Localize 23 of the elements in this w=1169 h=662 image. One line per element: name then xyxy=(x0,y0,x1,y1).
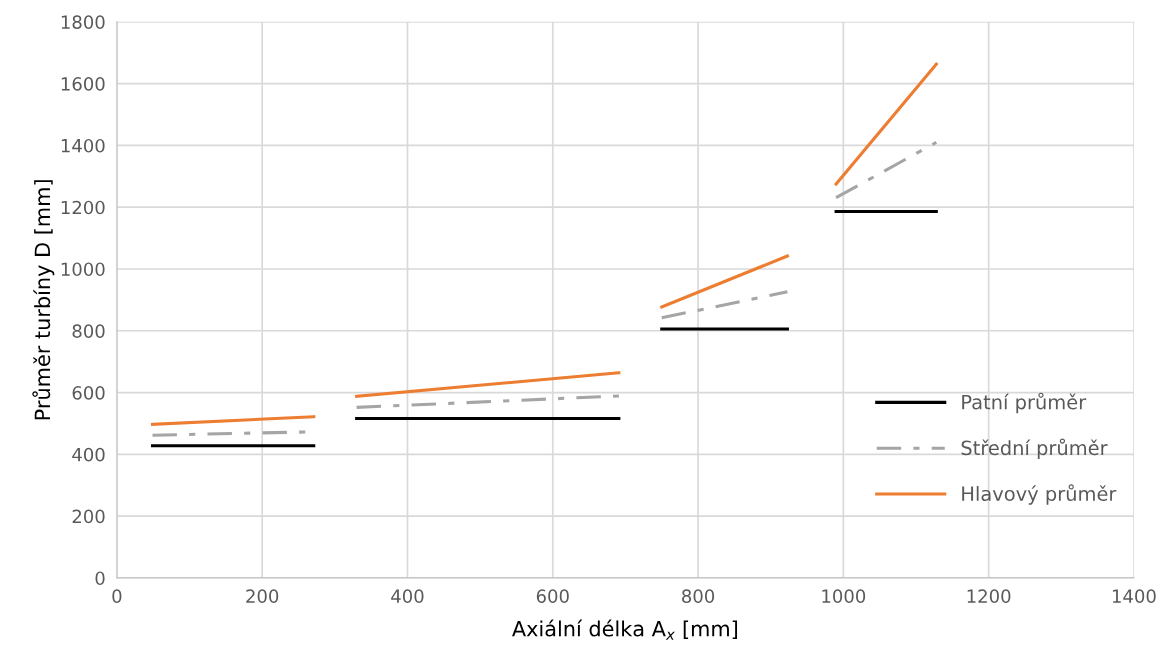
y-tick-label: 1200 xyxy=(61,200,105,215)
x-tick-label: 1400 xyxy=(1112,589,1156,604)
x-tick-label: 800 xyxy=(682,589,715,604)
y-tick-label: 0 xyxy=(95,571,105,586)
y-axis-title: Průměr turbíny D [mm] xyxy=(32,180,55,420)
y-tick-label: 800 xyxy=(72,324,105,338)
x-tick-label: 600 xyxy=(536,589,569,604)
x-tick-label: 200 xyxy=(246,589,279,604)
legend-label: Patní průměr xyxy=(962,392,1087,414)
y-tick-label: 200 xyxy=(72,509,105,524)
x-tick-label: 0 xyxy=(112,589,122,604)
y-tick-label: 400 xyxy=(72,447,105,462)
y-tick-label: 600 xyxy=(72,386,105,400)
y-tick-label: 1800 xyxy=(61,15,105,29)
legend-label: Hlavový průměr xyxy=(962,484,1117,505)
x-tick-label: 1000 xyxy=(822,589,866,604)
y-tick-label: 1400 xyxy=(61,138,105,153)
x-tick-label: 1200 xyxy=(967,589,1011,604)
x-axis-title: Axiální délka A$_{x}$ [mm] xyxy=(512,619,738,640)
legend-label: Střední průměr xyxy=(961,438,1108,460)
x-tick-label: 400 xyxy=(391,589,424,604)
y-tick-label: 1000 xyxy=(61,262,105,277)
y-tick-label: 1600 xyxy=(61,77,105,91)
